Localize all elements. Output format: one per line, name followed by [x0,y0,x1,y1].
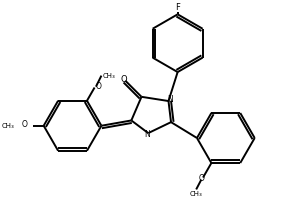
Text: F: F [175,3,180,12]
Text: O: O [120,75,127,84]
Text: O: O [198,174,204,183]
Text: CH₃: CH₃ [102,73,115,79]
Text: O: O [22,120,28,129]
Text: N: N [145,130,150,139]
Text: O: O [95,82,101,91]
Text: CH₃: CH₃ [190,191,203,197]
Text: CH₃: CH₃ [1,123,14,129]
Text: N: N [167,95,173,104]
